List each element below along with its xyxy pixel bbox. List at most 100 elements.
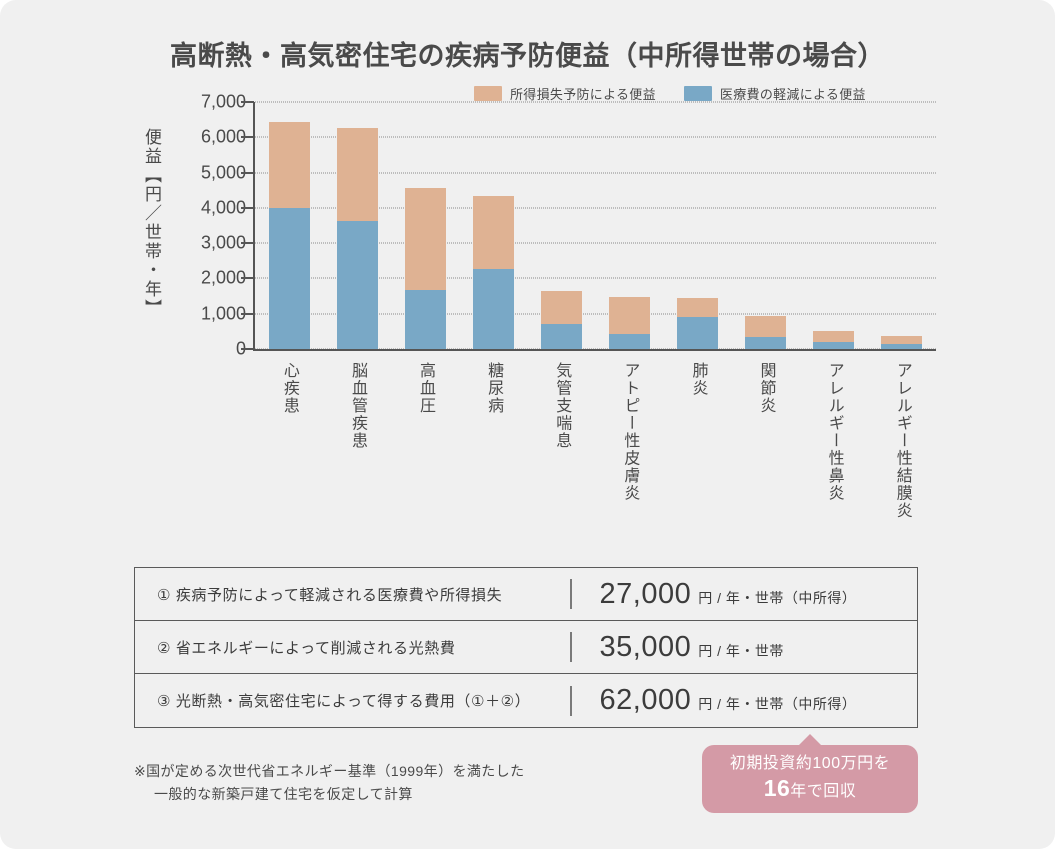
table-row-value: 35,000 円 / 年・世帯 [572,631,918,664]
bar-segment-income-loss [609,297,651,335]
y-tick-mark [241,171,254,174]
y-tick-label: 2,000 [200,267,246,288]
bar-segment-income-loss [813,331,855,343]
table-row: ① 疾病予防によって軽減される医療費や所得損失 27,000 円 / 年・世帯（中所… [135,568,917,621]
gridline [255,207,936,209]
bar-segment-medical [336,220,378,349]
footnote-line-2: 一般的な新築戸建て住宅を仮定して計算 [154,786,413,803]
gridline [255,101,936,103]
bar-segment-medical [609,334,651,349]
gridline [255,172,936,174]
bar-segment-income-loss [472,195,514,269]
x-category-label: 肺炎 [689,362,707,397]
table-row-amount: 35,000 [599,630,692,663]
bar-segment-medical [404,290,446,349]
bar-column [677,298,719,349]
bar-column [745,316,787,349]
table-row-divider [570,685,572,716]
table-row-value: 62,000 円 / 年・世帯（中所得） [572,684,918,717]
y-axis-tick-labels: 7,000 6,000 5,000 4,000 3,000 2,000 1,000 0 [160,92,246,362]
y-tick-label: 4,000 [200,197,246,218]
bar-segment-medical [881,343,923,349]
legend-item-income-loss: 所得損失予防による便益 [474,84,656,103]
summary-table: ① 疾病予防によって軽減される医療費や所得損失 27,000 円 / 年・世帯（中所… [134,567,918,728]
table-row-label: ③ 光断熱・高気密住宅によって得する費用（①＋②） [157,693,531,710]
x-category-label: 糖尿病 [485,362,503,415]
gridline [255,313,936,315]
x-axis-line [253,349,936,351]
table-row: ③ 光断熱・高気密住宅によって得する費用（①＋②） 62,000 円 / 年・世帯（… [135,674,917,727]
bar-segment-medical [813,342,855,349]
legend-item-medical: 医療費の軽減による便益 [683,84,866,103]
table-row-unit: 円 / 年・世帯 [698,642,784,659]
y-tick-label: 7,000 [200,91,246,112]
y-axis-title: 便益【円／世帯・年】 [142,128,161,318]
callout-line-1: 初期投資約100万円を [729,754,891,772]
bar-segment-medical [677,316,719,349]
legend-swatch-medical [683,86,712,101]
x-category-label: 高血圧 [417,362,435,415]
table-row-divider [570,579,572,609]
y-axis-line [253,102,255,350]
bar-column [813,331,855,349]
legend-label-medical: 医療費の軽減による便益 [719,87,866,102]
footnote-line-1: ※国が定める次世代省エネルギー基準（1999年）を満たした [134,763,525,779]
bar-segment-income-loss [745,316,787,338]
payback-callout: 初期投資約100万円を 16年で回収 [702,745,918,813]
x-category-label: 気管支喘息 [553,362,571,450]
bar-segment-medical [268,207,310,349]
table-row-amount: 27,000 [599,577,692,610]
chart-plot-area [255,102,936,349]
y-tick-mark [241,101,254,103]
y-tick-label: 0 [160,339,246,360]
bar-segment-medical [745,337,787,349]
bar-column [881,335,923,349]
x-category-label: 脳血管疾患 [348,362,366,450]
bar-segment-medical [472,268,514,349]
bar-segment-income-loss [404,188,446,291]
bar-segment-medical [540,323,582,349]
bar-column [540,291,582,349]
x-category-label: アトピー性皮膚炎 [621,362,639,502]
gridline [255,136,936,138]
bar-column [472,195,514,349]
x-category-label: アレルギー性結膜炎 [893,362,911,520]
bar-column [268,122,310,349]
y-tick-mark [241,136,254,139]
gridline [255,277,936,279]
legend-swatch-income-loss [474,86,502,101]
table-row-amount: 62,000 [599,684,692,716]
callout-suffix: 年で回収 [790,783,857,801]
bar-column [609,297,651,349]
table-row-value: 27,000 円 / 年・世帯（中所得） [572,578,918,611]
table-row-unit: 円 / 年・世帯（中所得） [698,589,857,606]
y-tick-mark [241,206,254,209]
stacked-bar-chart: 便益【円／世帯・年】 7,000 6,000 5,000 4,000 3,000 2,00… [142,92,936,520]
y-tick-mark [241,242,254,245]
y-tick-label: 3,000 [200,232,246,253]
callout-years: 16 [763,775,791,802]
table-row-divider [570,632,572,662]
gridline [255,242,936,244]
bar-column [336,128,378,349]
y-tick-mark [241,348,254,350]
bar-segment-income-loss [336,128,378,221]
chart-legend: 所得損失予防による便益 医療費の軽減による便益 [474,84,866,103]
table-row-unit: 円 / 年・世帯（中所得） [698,696,857,712]
footnote: ※国が定める次世代省エネルギー基準（1999年）を満たした 一般的な新築戸建て住… [134,760,524,806]
table-row-label: ① 疾病予防によって軽減される医療費や所得損失 [157,586,503,604]
x-category-label: 心疾患 [280,362,298,415]
y-tick-mark [241,277,254,280]
bar-segment-income-loss [268,122,310,208]
bar-column [404,188,446,349]
bar-segment-income-loss [881,335,923,344]
page-title: 高断熱・高気密住宅の疾病予防便益（中所得世帯の場合） [170,41,885,71]
x-category-label: 関節炎 [757,362,775,415]
table-row: ② 省エネルギーによって削減される光熱費 35,000 円 / 年・世帯 [135,621,917,674]
y-tick-mark [241,312,254,315]
y-tick-label: 5,000 [200,162,246,183]
y-tick-label: 1,000 [200,303,246,324]
y-tick-label: 6,000 [200,126,246,147]
bar-segment-income-loss [677,298,719,317]
